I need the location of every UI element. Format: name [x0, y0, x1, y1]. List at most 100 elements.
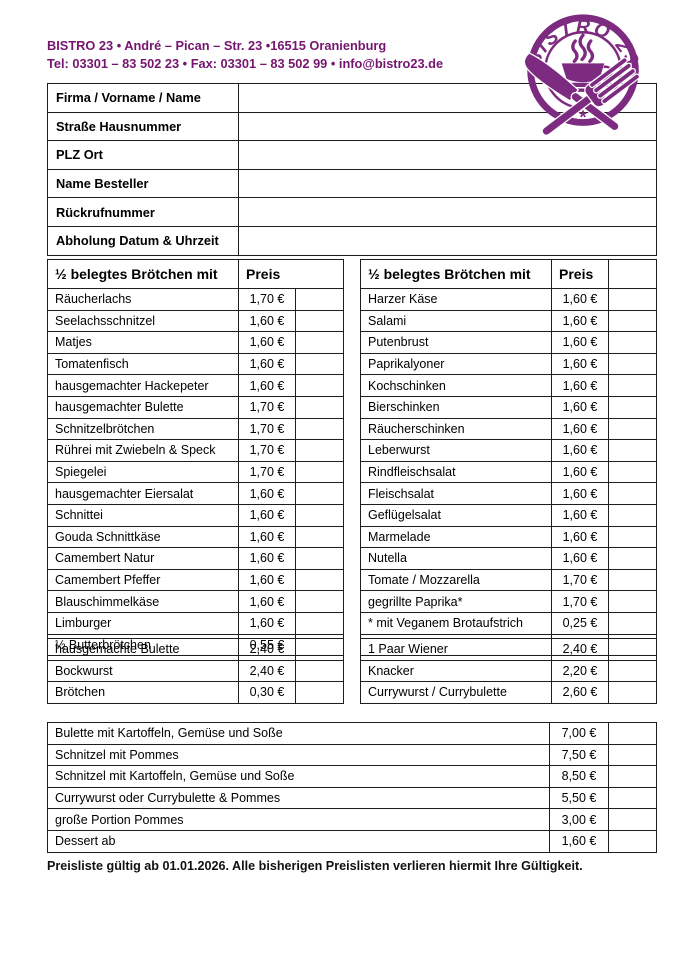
letterhead-address-line: BISTRO 23 • André – Pican – Str. 23 •165…: [47, 38, 387, 53]
item-price: 0,30 €: [238, 681, 296, 704]
price-row: Putenbrust 1,60 €: [360, 331, 657, 354]
form-field-input-cell[interactable]: [238, 225, 657, 256]
price-row: Camembert Pfeffer 1,60 €: [47, 568, 344, 592]
table-header-row: ½ belegtes Brötchen mit Preis: [360, 259, 657, 289]
quantity-cell[interactable]: [295, 659, 344, 683]
item-price: 3,00 €: [549, 808, 609, 831]
quantity-cell[interactable]: [295, 439, 344, 462]
item-name: Currywurst oder Currybulette & Pommes: [47, 786, 550, 810]
price-row: Räucherschinken 1,60 €: [360, 417, 657, 441]
quantity-cell[interactable]: [295, 568, 344, 592]
quantity-cell[interactable]: [608, 786, 657, 810]
price-row: Gouda Schnittkäse 1,60 €: [47, 525, 344, 549]
quantity-cell[interactable]: [608, 743, 657, 767]
item-price: 1,60 €: [238, 611, 296, 635]
item-price: 1,60 €: [238, 374, 296, 397]
item-price: 1,70 €: [238, 395, 296, 419]
quantity-cell[interactable]: [295, 374, 344, 397]
quantity-cell[interactable]: [608, 309, 657, 333]
quantity-cell[interactable]: [608, 638, 657, 661]
item-name: Rührei mit Zwiebeln & Speck: [47, 439, 239, 462]
quantity-cell[interactable]: [608, 659, 657, 683]
quantity-cell[interactable]: [608, 331, 657, 354]
item-name: Nutella: [360, 547, 552, 570]
price-row: Schnitzel mit Kartoffeln, Gemüse und Soß…: [47, 765, 657, 788]
price-row: Geflügelsalat 1,60 €: [360, 503, 657, 527]
item-name: Schnitzel mit Pommes: [47, 743, 550, 767]
quantity-cell[interactable]: [608, 829, 657, 853]
quantity-cell[interactable]: [295, 590, 344, 613]
quantity-cell[interactable]: [295, 309, 344, 333]
quantity-cell[interactable]: [295, 395, 344, 419]
quantity-cell[interactable]: [608, 722, 657, 745]
quantity-cell[interactable]: [295, 417, 344, 441]
item-price: 1,60 €: [238, 309, 296, 333]
item-price: 1,60 €: [551, 331, 609, 354]
column-header-price: Preis: [238, 259, 344, 289]
quantity-cell[interactable]: [295, 503, 344, 527]
quantity-cell[interactable]: [608, 765, 657, 788]
quantity-cell[interactable]: [608, 417, 657, 441]
form-field-input-cell[interactable]: [238, 197, 657, 227]
quantity-cell[interactable]: [608, 503, 657, 527]
item-price: 1,60 €: [551, 482, 609, 505]
quantity-cell[interactable]: [608, 395, 657, 419]
price-row: Kochschinken 1,60 €: [360, 374, 657, 397]
price-row: Rührei mit Zwiebeln & Speck 1,70 €: [47, 439, 344, 462]
item-price: 2,40 €: [551, 638, 609, 661]
form-field-label: Firma / Vorname / Name: [47, 83, 239, 113]
quantity-cell[interactable]: [295, 460, 344, 484]
item-name: gegrillte Paprika*: [360, 590, 552, 613]
quantity-cell[interactable]: [608, 482, 657, 505]
quantity-cell[interactable]: [295, 681, 344, 704]
quantity-cell[interactable]: [608, 352, 657, 376]
form-row: Rückrufnummer: [47, 197, 657, 227]
item-name: Camembert Natur: [47, 547, 239, 570]
item-price: 1,70 €: [238, 288, 296, 311]
quantity-cell[interactable]: [608, 568, 657, 592]
quantity-cell[interactable]: [608, 288, 657, 311]
quantity-cell[interactable]: [608, 590, 657, 613]
item-name: Tomate / Mozzarella: [360, 568, 552, 592]
item-price: 2,60 €: [551, 681, 609, 704]
steam-icon: [571, 33, 595, 64]
bistro-logo: BISTRO 23: [505, 10, 661, 138]
form-row: PLZ Ort: [47, 140, 657, 170]
item-price: 5,50 €: [549, 786, 609, 810]
quantity-cell[interactable]: [295, 547, 344, 570]
quantity-cell[interactable]: [608, 374, 657, 397]
quantity-cell[interactable]: [295, 288, 344, 311]
quantity-cell[interactable]: [608, 439, 657, 462]
item-name: Fleischsalat: [360, 482, 552, 505]
quantity-cell[interactable]: [608, 681, 657, 704]
quantity-cell[interactable]: [608, 547, 657, 570]
fork-icon: [541, 57, 641, 136]
quantity-cell[interactable]: [295, 638, 344, 661]
item-name: Leberwurst: [360, 439, 552, 462]
price-row: hausgemachter Bulette 1,70 €: [47, 395, 344, 419]
quantity-cell[interactable]: [608, 525, 657, 549]
item-name: Currywurst / Currybulette: [360, 681, 552, 704]
column-header-price: Preis: [551, 259, 609, 289]
form-field-input-cell[interactable]: [238, 140, 657, 170]
item-price: 1,60 €: [551, 352, 609, 376]
item-price: 1,60 €: [238, 331, 296, 354]
item-price: 1,60 €: [551, 503, 609, 527]
price-row: Rindfleischsalat 1,60 €: [360, 460, 657, 484]
quantity-cell[interactable]: [295, 482, 344, 505]
item-price: 8,50 €: [549, 765, 609, 788]
item-price: 1,60 €: [238, 547, 296, 570]
quantity-cell[interactable]: [608, 460, 657, 484]
quantity-cell[interactable]: [295, 331, 344, 354]
quantity-cell[interactable]: [608, 808, 657, 831]
form-field-input-cell[interactable]: [238, 168, 657, 199]
quantity-cell[interactable]: [608, 611, 657, 635]
form-field-input-cell[interactable]: [238, 111, 657, 142]
item-name: Dessert ab: [47, 829, 550, 853]
quantity-cell[interactable]: [295, 352, 344, 376]
quantity-cell[interactable]: [295, 525, 344, 549]
extras-table-left: hausgemachte Bulette 2,40 € Bockwurst 2,…: [47, 638, 344, 704]
price-row: Räucherlachs 1,70 €: [47, 288, 344, 311]
bistro-logo-icon: BISTRO 23: [522, 14, 641, 136]
quantity-cell[interactable]: [295, 611, 344, 635]
